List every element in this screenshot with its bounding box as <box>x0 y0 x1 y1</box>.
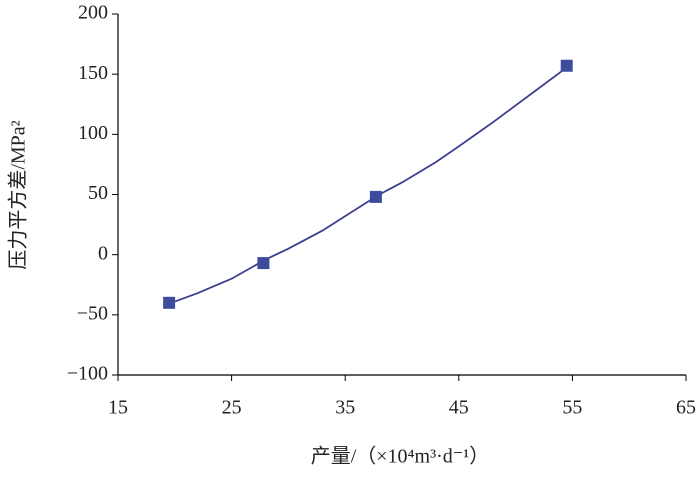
y-axis-label: 压力平方差/MPa² <box>7 120 30 269</box>
data-point <box>257 257 270 270</box>
y-tick-label: −50 <box>77 302 108 324</box>
y-tick-label: 200 <box>78 2 108 24</box>
x-tick-label: 35 <box>335 397 355 419</box>
x-tick-label: 55 <box>562 397 582 419</box>
y-tick-label: 50 <box>88 182 108 204</box>
y-tick-label: −100 <box>67 363 108 385</box>
y-tick-label: 0 <box>98 242 108 264</box>
fit-line <box>171 65 568 304</box>
x-tick-label: 45 <box>449 397 469 419</box>
data-point <box>369 190 382 203</box>
data-point <box>163 296 176 309</box>
x-axis-label: 产量/（×10⁴m³·d⁻¹） <box>311 445 490 468</box>
x-tick-label: 65 <box>676 397 696 419</box>
data-point <box>560 59 573 72</box>
x-tick-label: 15 <box>108 397 128 419</box>
x-tick-label: 25 <box>222 397 242 419</box>
y-tick-label: 100 <box>78 122 108 144</box>
y-tick-label: 150 <box>78 62 108 84</box>
